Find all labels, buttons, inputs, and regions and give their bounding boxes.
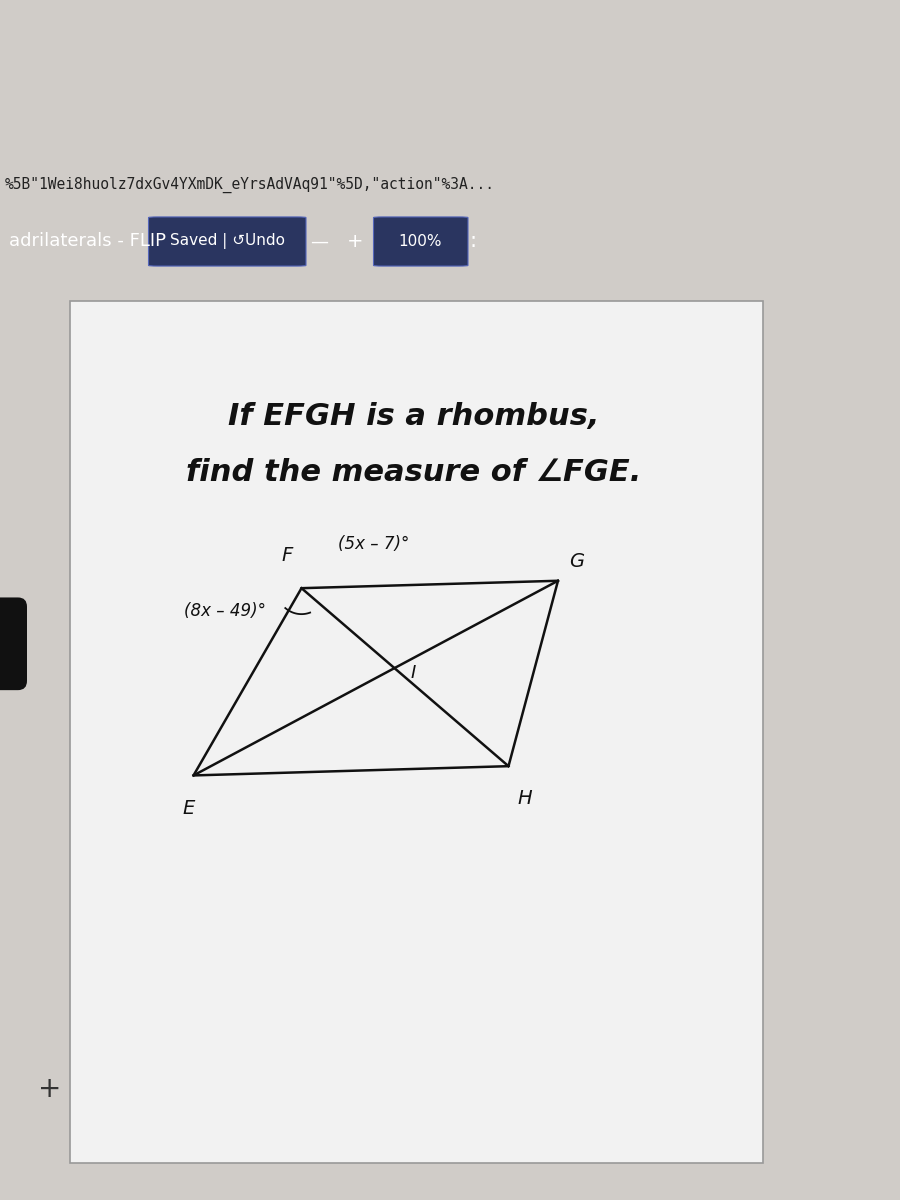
Text: %5B"1Wei8huolz7dxGv4YXmDK_eYrsAdVAq91"%5D,"action"%3A...: %5B"1Wei8huolz7dxGv4YXmDK_eYrsAdVAq91"%5… bbox=[4, 178, 494, 193]
Text: I: I bbox=[410, 664, 416, 682]
Text: (8x – 49)°: (8x – 49)° bbox=[184, 602, 266, 620]
Text: 100%: 100% bbox=[399, 234, 442, 248]
FancyBboxPatch shape bbox=[148, 217, 306, 266]
Text: F: F bbox=[281, 546, 292, 565]
Text: +: + bbox=[38, 1075, 61, 1103]
Text: (5x – 7)°: (5x – 7)° bbox=[338, 535, 409, 553]
Text: Saved | ↺Undo: Saved | ↺Undo bbox=[170, 234, 285, 250]
Text: E: E bbox=[183, 799, 195, 817]
Text: find the measure of ∠FGE.: find the measure of ∠FGE. bbox=[186, 458, 642, 487]
FancyBboxPatch shape bbox=[70, 301, 763, 1163]
Text: adrilaterals - FLIP: adrilaterals - FLIP bbox=[9, 233, 166, 251]
Text: If EFGH is a rhombus,: If EFGH is a rhombus, bbox=[229, 402, 599, 431]
Text: G: G bbox=[569, 552, 584, 571]
FancyBboxPatch shape bbox=[374, 217, 468, 266]
Text: —: — bbox=[310, 233, 328, 251]
Text: H: H bbox=[518, 790, 532, 809]
Text: :: : bbox=[469, 232, 476, 252]
FancyBboxPatch shape bbox=[0, 598, 27, 690]
Text: +: + bbox=[347, 232, 364, 251]
